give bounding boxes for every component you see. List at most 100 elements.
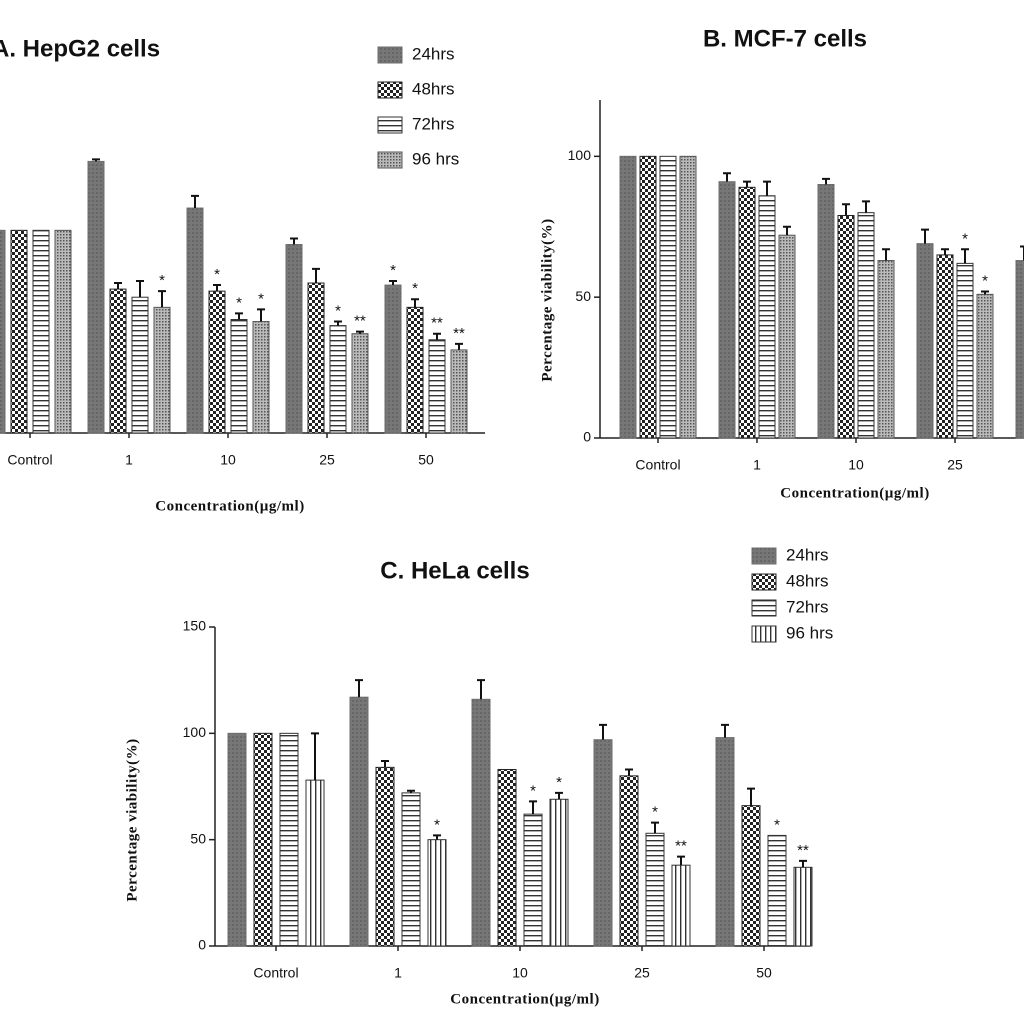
error-bar — [747, 787, 755, 806]
significance-mark: * — [652, 804, 658, 821]
bar — [523, 813, 543, 947]
error-bar — [882, 248, 890, 261]
bar — [758, 195, 776, 439]
bar — [349, 696, 369, 947]
legend-swatch — [377, 81, 403, 99]
significance-mark: * — [774, 816, 780, 833]
bar — [671, 864, 691, 947]
legend-swatch — [751, 599, 777, 617]
bar — [401, 792, 421, 947]
bar — [208, 290, 226, 434]
error-bar — [981, 290, 989, 295]
bar — [619, 775, 639, 947]
x-tick-label: 10 — [220, 452, 236, 468]
bar — [778, 234, 796, 439]
y-tick-label: 100 — [183, 724, 207, 740]
error-bar — [312, 267, 320, 284]
error-bar — [625, 768, 633, 776]
legend-label: 72hrs — [786, 597, 829, 616]
x-axis-label: Concentration(µg/ml) — [780, 485, 929, 501]
legend-label: 24hrs — [786, 545, 829, 564]
bar — [305, 779, 325, 947]
x-tick-label: Control — [7, 452, 52, 468]
y-tick-label: 0 — [198, 937, 206, 953]
bar — [375, 766, 395, 947]
error-bar — [651, 821, 659, 834]
significance-mark: * — [236, 294, 242, 311]
x-axis-label: Concentration(µg/ml) — [450, 991, 599, 1007]
bar — [285, 244, 303, 434]
bar — [10, 229, 28, 434]
error-bar — [455, 342, 463, 350]
error-bar — [822, 177, 830, 185]
error-bar — [356, 330, 364, 334]
x-tick-label: 25 — [947, 457, 963, 473]
bar — [109, 288, 127, 434]
error-bar — [842, 203, 850, 216]
error-bar — [191, 194, 199, 209]
legend-label: 24hrs — [412, 44, 455, 63]
x-tick-label: 1 — [125, 452, 133, 468]
significance-mark: ** — [675, 838, 687, 855]
error-bar — [921, 228, 929, 244]
bar — [253, 732, 273, 947]
bar — [307, 282, 325, 434]
error-bar — [862, 200, 870, 213]
error-bar — [114, 282, 122, 290]
x-tick-label: 25 — [634, 965, 650, 981]
bar — [715, 737, 735, 947]
bar — [329, 325, 347, 434]
error-bar — [529, 800, 537, 815]
bar — [659, 155, 677, 439]
error-bar — [334, 320, 342, 326]
y-tick-label: 100 — [568, 147, 592, 163]
error-bar — [136, 280, 144, 298]
legend-label: 48hrs — [786, 571, 829, 590]
y-tick-label: 0 — [583, 429, 591, 445]
error-bar — [311, 732, 319, 781]
x-tick-label: 1 — [753, 457, 761, 473]
significance-mark: ** — [797, 842, 809, 859]
error-bar — [677, 855, 685, 866]
legend-label: 96 hrs — [786, 623, 833, 642]
legend-label: 72hrs — [412, 114, 455, 133]
error-bar — [941, 248, 949, 255]
x-tick-label: 10 — [848, 457, 864, 473]
bar — [427, 839, 447, 947]
significance-mark: * — [556, 774, 562, 791]
chart-title: C. HeLa cells — [380, 557, 529, 584]
error-bar — [743, 180, 751, 188]
bar — [471, 698, 491, 947]
y-tick-label: 50 — [190, 830, 206, 846]
x-tick-label: 50 — [418, 452, 434, 468]
error-bar — [799, 859, 807, 868]
error-bar — [961, 248, 969, 264]
error-bar — [555, 791, 563, 800]
error-bar — [783, 225, 791, 236]
significance-mark: ** — [354, 313, 366, 330]
legend-swatch — [751, 573, 777, 591]
y-tick-label: 150 — [183, 618, 207, 634]
bar — [227, 732, 247, 947]
bar — [406, 306, 424, 434]
bar — [857, 212, 875, 439]
error-bar — [723, 172, 731, 182]
error-bar — [257, 308, 265, 322]
bar — [549, 798, 569, 947]
legend-swatch — [377, 151, 403, 169]
error-bar — [381, 759, 389, 768]
bar — [186, 207, 204, 434]
error-bar — [411, 298, 419, 308]
significance-mark: * — [335, 303, 341, 320]
bar — [279, 732, 299, 947]
bar — [741, 805, 761, 947]
significance-mark: ** — [431, 315, 443, 332]
x-tick-label: 50 — [756, 965, 772, 981]
bar — [153, 306, 171, 434]
significance-mark: * — [258, 290, 264, 307]
x-tick-label: 25 — [319, 452, 335, 468]
chart-title: B. MCF-7 cells — [703, 25, 867, 52]
bar — [956, 262, 974, 439]
bar — [230, 319, 248, 434]
legend-swatch — [751, 625, 777, 643]
